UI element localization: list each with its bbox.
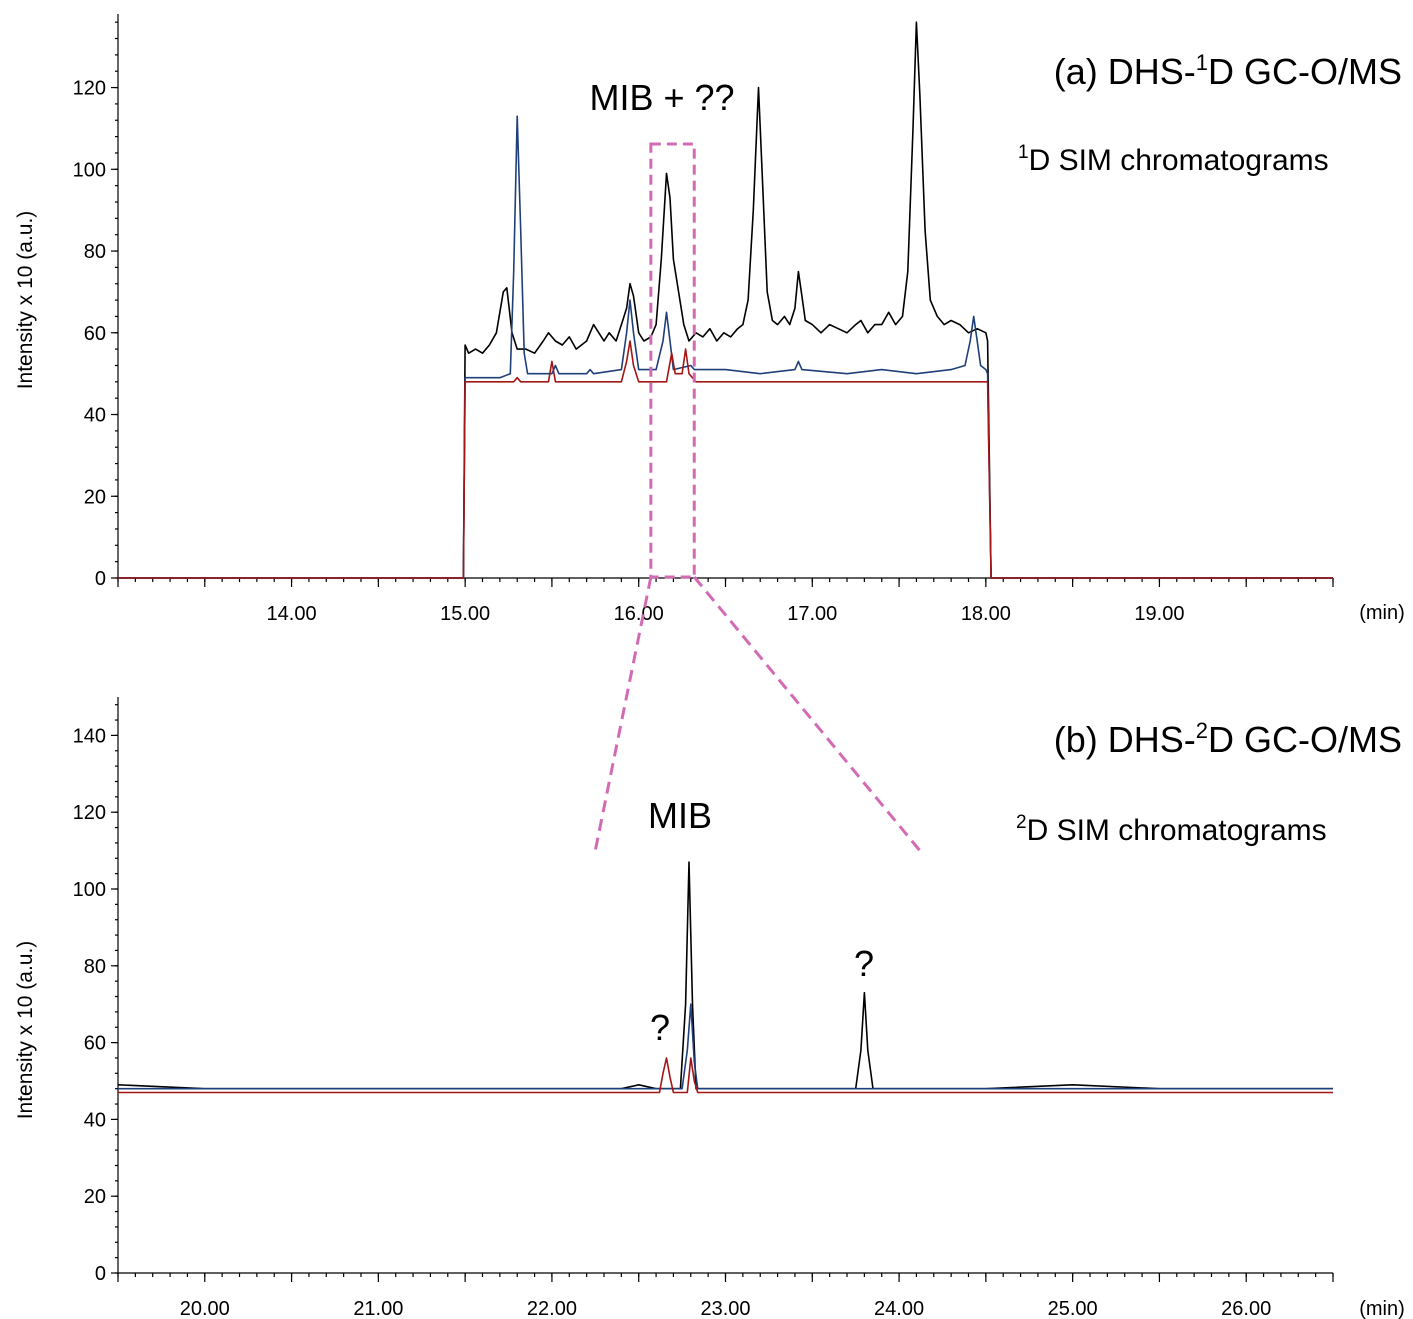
panel-b-x-tick-label: 21.00: [353, 1298, 403, 1319]
zoom-connector-right: [693, 576, 923, 853]
panel-a-trace-2: [118, 115, 1333, 579]
panel-b-xunit: (min): [1359, 1298, 1405, 1319]
panel-a-x-tick-label: 17.00: [787, 603, 837, 625]
panel-a-title-part1: (a) DHS-: [1054, 51, 1196, 92]
panel-a-annotation: MIB + ??: [589, 77, 734, 118]
panel-b-y-tick-label: 80: [84, 956, 106, 978]
panel-a-x-tick-label: 14.00: [267, 603, 317, 625]
panel-a-title-part2: D GC-O/MS: [1208, 51, 1402, 92]
panel-a-y-tick-label: 40: [84, 405, 106, 427]
annotation-unknown-1: ?: [650, 1007, 670, 1048]
panel-b-trace-3: [118, 1057, 1333, 1094]
panel-a-x-tick-label: 19.00: [1134, 603, 1184, 625]
panel-b-title-part2: D GC-O/MS: [1208, 719, 1402, 760]
panel-a-subtitle: 1D SIM chromatograms: [1018, 142, 1329, 177]
panel-b-y-tick-label: 40: [84, 1109, 106, 1131]
annotation-unknown-2: ?: [854, 943, 874, 984]
panel-b-subtitle: 2D SIM chromatograms: [1016, 812, 1327, 847]
panel-a-subtitle-sup: 1: [1018, 142, 1029, 163]
panel-b-x-tick-label: 24.00: [874, 1298, 924, 1319]
panel-a-y-tick-label: 60: [84, 323, 106, 345]
panel-a-x-tick-label: 18.00: [961, 603, 1011, 625]
panel-a-xunit: (min): [1359, 602, 1405, 624]
panel-b-subtitle-sup: 2: [1016, 812, 1027, 833]
annotation-mib: MIB: [648, 795, 712, 836]
panel-a-x-tick-label: 15.00: [440, 603, 490, 625]
panel-a-x-tick-label: 16.00: [614, 603, 664, 625]
panel-a-title: (a) DHS-1D GC-O/MS: [1054, 50, 1402, 92]
panel-a-trace-3: [118, 340, 1333, 579]
panel-a-trace-1: [118, 21, 1333, 579]
panel-b-title: (b) DHS-2D GC-O/MS: [1054, 718, 1402, 760]
panel-b-y-tick-label: 140: [73, 725, 106, 747]
panel-a-y-tick-label: 20: [84, 486, 106, 508]
panel-b-title-sup: 2: [1196, 718, 1208, 743]
panel-b-x-tick-label: 26.00: [1221, 1298, 1271, 1319]
panel-a-y-tick-label: 100: [73, 159, 106, 181]
panel-b-x-tick-label: 25.00: [1048, 1298, 1098, 1319]
panel-b-y-tick-label: 20: [84, 1186, 106, 1208]
panel-b-y-tick-label: 60: [84, 1033, 106, 1055]
panel-b-ylabel: Intensity x 10 (a.u.): [14, 941, 37, 1120]
panel-a-subtitle-text: D SIM chromatograms: [1029, 144, 1329, 177]
panel-a-y-tick-label: 120: [73, 78, 106, 100]
panel-b-trace-1: [117, 861, 1333, 1090]
panel-b-title-part1: (b) DHS-: [1054, 719, 1196, 760]
panel-a-y-tick-label: 80: [84, 241, 106, 263]
panel-b-x-tick-label: 22.00: [527, 1298, 577, 1319]
panel-b-x-tick-label: 23.00: [700, 1298, 750, 1319]
panel-a-y-tick-label: 0: [95, 568, 106, 590]
panel-b-y-tick-label: 120: [73, 802, 106, 824]
panel-a-title-sup: 1: [1196, 50, 1208, 75]
zoom-connector-left: [593, 576, 653, 853]
panel-b-y-tick-label: 0: [95, 1263, 106, 1285]
panel-a-ylabel: Intensity x 10 (a.u.): [14, 211, 37, 390]
highlight-box: [649, 142, 696, 579]
panel-b-y-tick-label: 100: [73, 879, 106, 901]
panel-b-subtitle-text: D SIM chromatograms: [1027, 814, 1327, 847]
panel-b-x-tick-label: 20.00: [180, 1298, 230, 1319]
panel-b-trace-2: [118, 1003, 1333, 1090]
